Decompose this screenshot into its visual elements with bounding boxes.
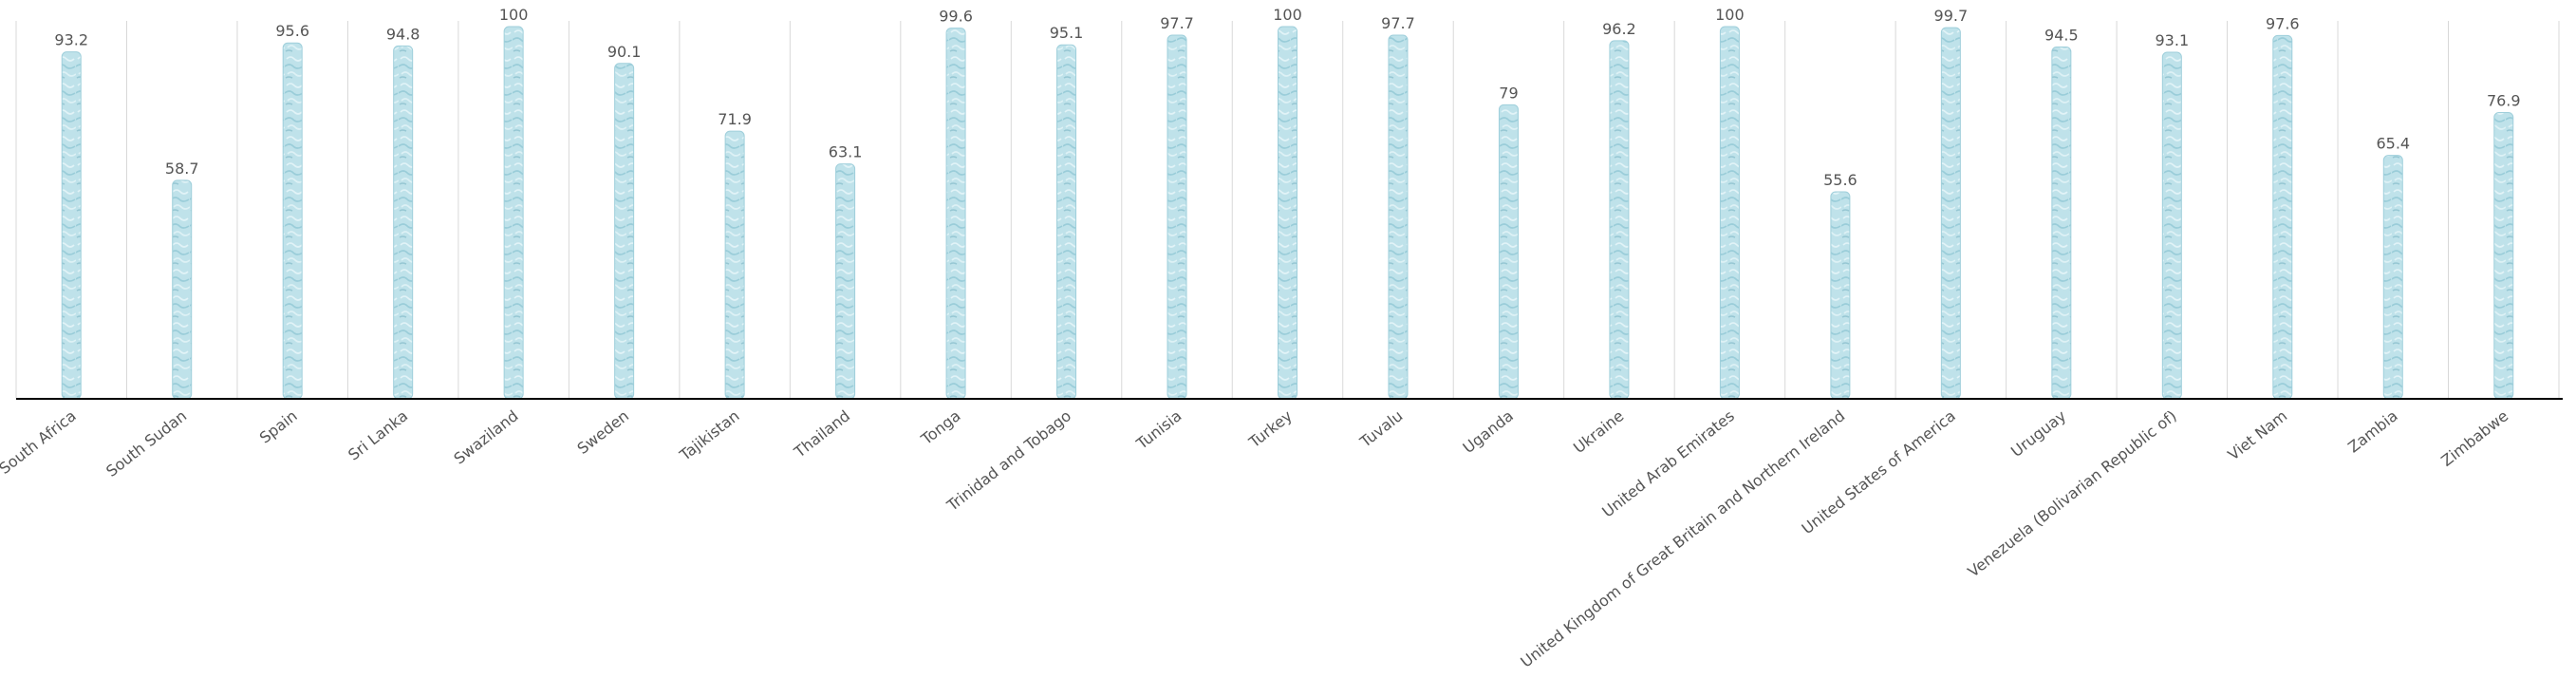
bar (835, 163, 856, 400)
bar (2382, 155, 2403, 400)
data-label: 95.1 (1050, 24, 1084, 42)
x-tick-label: Zambia (2344, 406, 2401, 456)
bar (1056, 44, 1077, 400)
x-tick-label: Zimbabwe (2437, 406, 2511, 470)
x-tick-label: Thailand (790, 406, 853, 462)
x-tick-label: Tonga (917, 406, 963, 448)
bar (2051, 47, 2072, 400)
data-label: 96.2 (1602, 20, 1636, 38)
x-tick-label: Tunisia (1132, 406, 1185, 453)
data-label: 79 (1499, 84, 1518, 102)
data-label: 93.2 (54, 31, 88, 49)
x-tick-label: South Sudan (103, 406, 190, 480)
bar (172, 179, 193, 400)
bar (724, 130, 745, 400)
data-label: 100 (1273, 6, 1302, 24)
bars-layer (61, 26, 2514, 400)
x-tick-label: Venezuela (Bolivarian Republic of) (1964, 406, 2179, 580)
data-label: 99.6 (939, 8, 973, 26)
x-tick-label: Trinidad and Tobago (943, 406, 1074, 515)
bar (61, 51, 82, 400)
bar (2272, 34, 2293, 400)
bar (1719, 26, 1740, 400)
bar (1167, 34, 1187, 400)
x-tick-label: Sweden (574, 406, 633, 458)
bar (945, 28, 966, 400)
labels-layer: 93.2 South Africa 58.7 South Sudan 95.6 Spain… (0, 6, 2521, 671)
data-label: 100 (1715, 6, 1745, 24)
data-label: 55.6 (1823, 171, 1857, 189)
data-label: 65.4 (2376, 135, 2410, 153)
bar (503, 26, 524, 400)
data-label: 100 (499, 6, 529, 24)
data-label: 58.7 (165, 160, 199, 178)
x-tick-label: Sri Lanka (345, 406, 411, 463)
data-label: 94.5 (2044, 27, 2079, 45)
x-tick-label: Uruguay (2007, 406, 2069, 461)
x-tick-label: Spain (256, 406, 301, 446)
bar (1940, 27, 1961, 400)
data-label: 90.1 (607, 43, 642, 61)
x-tick-label: South Africa (0, 406, 80, 478)
x-tick-label: Tuvalu (1355, 406, 1406, 451)
bar (614, 63, 635, 400)
data-label: 97.7 (1160, 14, 1194, 32)
x-tick-label: Swaziland (451, 406, 522, 467)
data-label: 95.6 (275, 22, 309, 40)
bar (1278, 26, 1297, 400)
grid-layer (15, 21, 2560, 399)
data-label: 71.9 (718, 110, 752, 128)
bar (2493, 112, 2514, 400)
bar (2161, 51, 2182, 400)
bar (1830, 191, 1851, 400)
x-tick-label: Ukraine (1570, 406, 1627, 457)
x-tick-label: Tajikistan (676, 406, 743, 464)
data-label: 93.1 (2156, 31, 2190, 49)
bar (282, 42, 303, 400)
bar (1388, 34, 1409, 400)
data-label: 97.6 (2266, 14, 2300, 32)
data-label: 94.8 (386, 25, 420, 43)
bar (1609, 40, 1630, 400)
x-tick-label: Viet Nam (2225, 406, 2291, 463)
bar (1498, 104, 1519, 400)
data-label: 76.9 (2487, 92, 2521, 110)
x-tick-label: Uganda (1460, 406, 1517, 457)
data-label: 63.1 (829, 143, 863, 161)
data-label: 99.7 (1934, 7, 1969, 25)
bar (393, 45, 414, 400)
x-tick-label: Turkey (1244, 406, 1296, 452)
data-label: 97.7 (1381, 14, 1415, 32)
